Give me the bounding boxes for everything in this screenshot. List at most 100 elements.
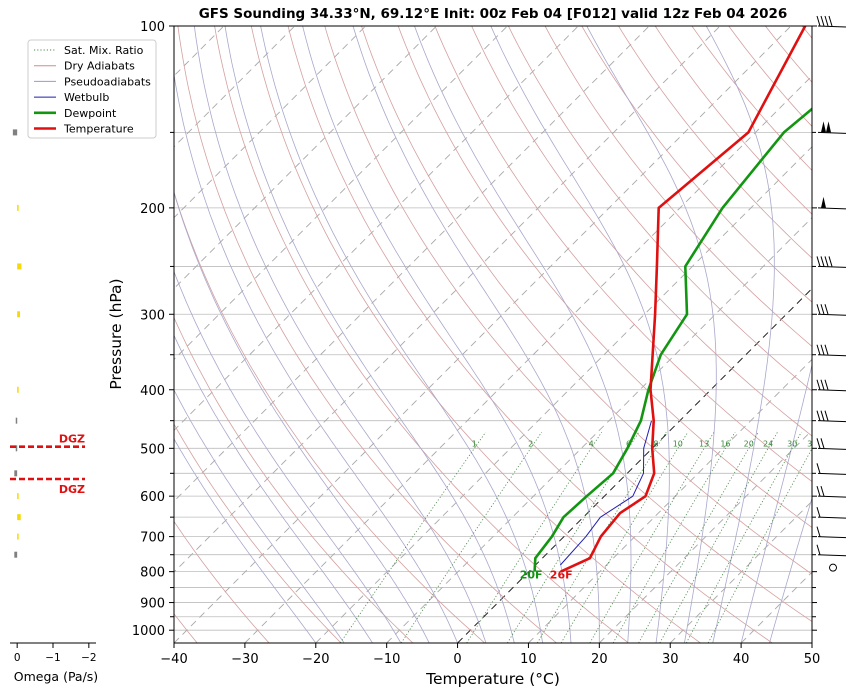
isotherm-line (386, 217, 812, 643)
dry-adiabat (361, 26, 812, 575)
wind-barb (816, 438, 847, 450)
dry-adiabat (174, 191, 485, 643)
y-tick-label: 700 (140, 531, 165, 546)
dry-adiabat (174, 423, 342, 643)
barb-flag (816, 486, 821, 497)
mixing-ratio-label: 4 (589, 439, 594, 448)
isotherm-line (457, 287, 812, 643)
wind-barbs (816, 15, 847, 572)
dry-adiabat (174, 316, 414, 643)
dry-adiabat (508, 26, 812, 392)
omega-bar (15, 417, 18, 424)
dry-adiabat (177, 26, 557, 643)
barb-flag (816, 463, 821, 474)
barb-shaft (817, 495, 847, 498)
mixing-ratio-line (589, 431, 715, 643)
dry-adiabat (839, 26, 849, 643)
x-tick-label: 10 (520, 652, 537, 667)
isotherm-line (244, 75, 812, 643)
isotherm-line (740, 571, 812, 643)
mixing-ratio-label: 10 (673, 439, 683, 448)
y-tick-label: 500 (140, 442, 165, 457)
legend-entry: Temperature (63, 123, 134, 136)
dry-adiabat (250, 26, 701, 643)
barb-flag (816, 438, 821, 449)
mixing-ratio-line (659, 431, 778, 643)
pseudoadiabat (174, 334, 373, 643)
legend-entry: Wetbulb (64, 91, 109, 104)
barb-shaft (817, 554, 847, 557)
barb-flag (820, 256, 825, 267)
barb-shaft (817, 265, 847, 268)
barb-flag (824, 379, 829, 390)
isotherm-line (669, 500, 812, 643)
isotherm-line (528, 358, 812, 643)
isotherm-line (174, 26, 579, 431)
isotherm-line (174, 26, 508, 361)
plot-area: 1 2 4 6 8 10 13 16 20 24 30 36 (174, 26, 849, 643)
calm-circle (829, 563, 837, 572)
pseudoadiabat (260, 26, 543, 643)
pseudoadiabat (586, 26, 717, 643)
wind-barb (816, 15, 847, 28)
barb-shaft (817, 313, 847, 316)
sounding-traces: 20F 26F (520, 26, 812, 582)
omega-tick-label: −2 (81, 652, 96, 664)
x-tick-label: −40 (160, 652, 187, 667)
barb-flag (828, 256, 833, 267)
dry-adiabat (471, 26, 812, 437)
barb-shaft (817, 207, 847, 210)
dry-adiabat (691, 26, 812, 171)
omega-bar (15, 445, 18, 452)
barb-pennant (826, 121, 831, 133)
pseudoadiabat (414, 26, 632, 643)
wind-barb (816, 544, 847, 557)
mixing-ratio-line (466, 431, 603, 643)
barb-shaft (817, 472, 847, 475)
barb-pennant (821, 121, 826, 133)
wind-barb (816, 526, 847, 539)
barb-flag (820, 15, 825, 27)
y-tick-label: 300 (140, 308, 165, 323)
barb-flag (816, 15, 821, 27)
chart-title: GFS Sounding 34.33°N, 69.12°E Init: 00z … (199, 6, 788, 22)
pseudoadiabat (302, 26, 572, 643)
omega-bar (14, 551, 18, 558)
wind-barb (816, 507, 847, 519)
pseudoadiabat (174, 191, 430, 643)
omega-bar (17, 386, 19, 393)
isotherm-line (315, 146, 812, 643)
omega-tick-label: 0 (14, 652, 21, 664)
dry-adiabat (214, 26, 629, 643)
pseudoadiabat (705, 26, 775, 643)
mixing-ratio-line (638, 431, 759, 643)
omega-bar (14, 470, 18, 477)
barb-flag (816, 344, 821, 355)
omega-tick-label: −1 (45, 652, 60, 664)
wind-barb (816, 304, 847, 316)
pseudoadiabat (769, 497, 812, 643)
pseudoadiabat (224, 26, 515, 643)
dry-adiabat (324, 26, 812, 622)
pseudoadiabat (174, 72, 458, 643)
barb-shaft (817, 447, 847, 450)
barb-flag (820, 486, 825, 497)
pseudoadiabat (490, 26, 670, 643)
x-tick-label: 40 (733, 652, 750, 667)
wind-barb (829, 563, 837, 572)
isotherm-line (174, 26, 792, 643)
mixing-ratio-line (707, 447, 812, 643)
mixing-ratio-label: 20 (744, 439, 754, 448)
surface-dewpoint-label: 20F (520, 569, 543, 582)
barb-shaft (817, 131, 847, 134)
x-tick-label: −10 (373, 652, 400, 667)
wind-barb (817, 121, 847, 134)
mixing-ratio-line (685, 431, 802, 643)
y-tick-label: 400 (140, 384, 165, 399)
legend-entry: Sat. Mix. Ratio (64, 44, 144, 57)
barb-flag (820, 379, 825, 390)
pseudoadiabat (193, 26, 487, 643)
x-tick-label: −20 (302, 652, 329, 667)
barb-flag (820, 438, 825, 449)
